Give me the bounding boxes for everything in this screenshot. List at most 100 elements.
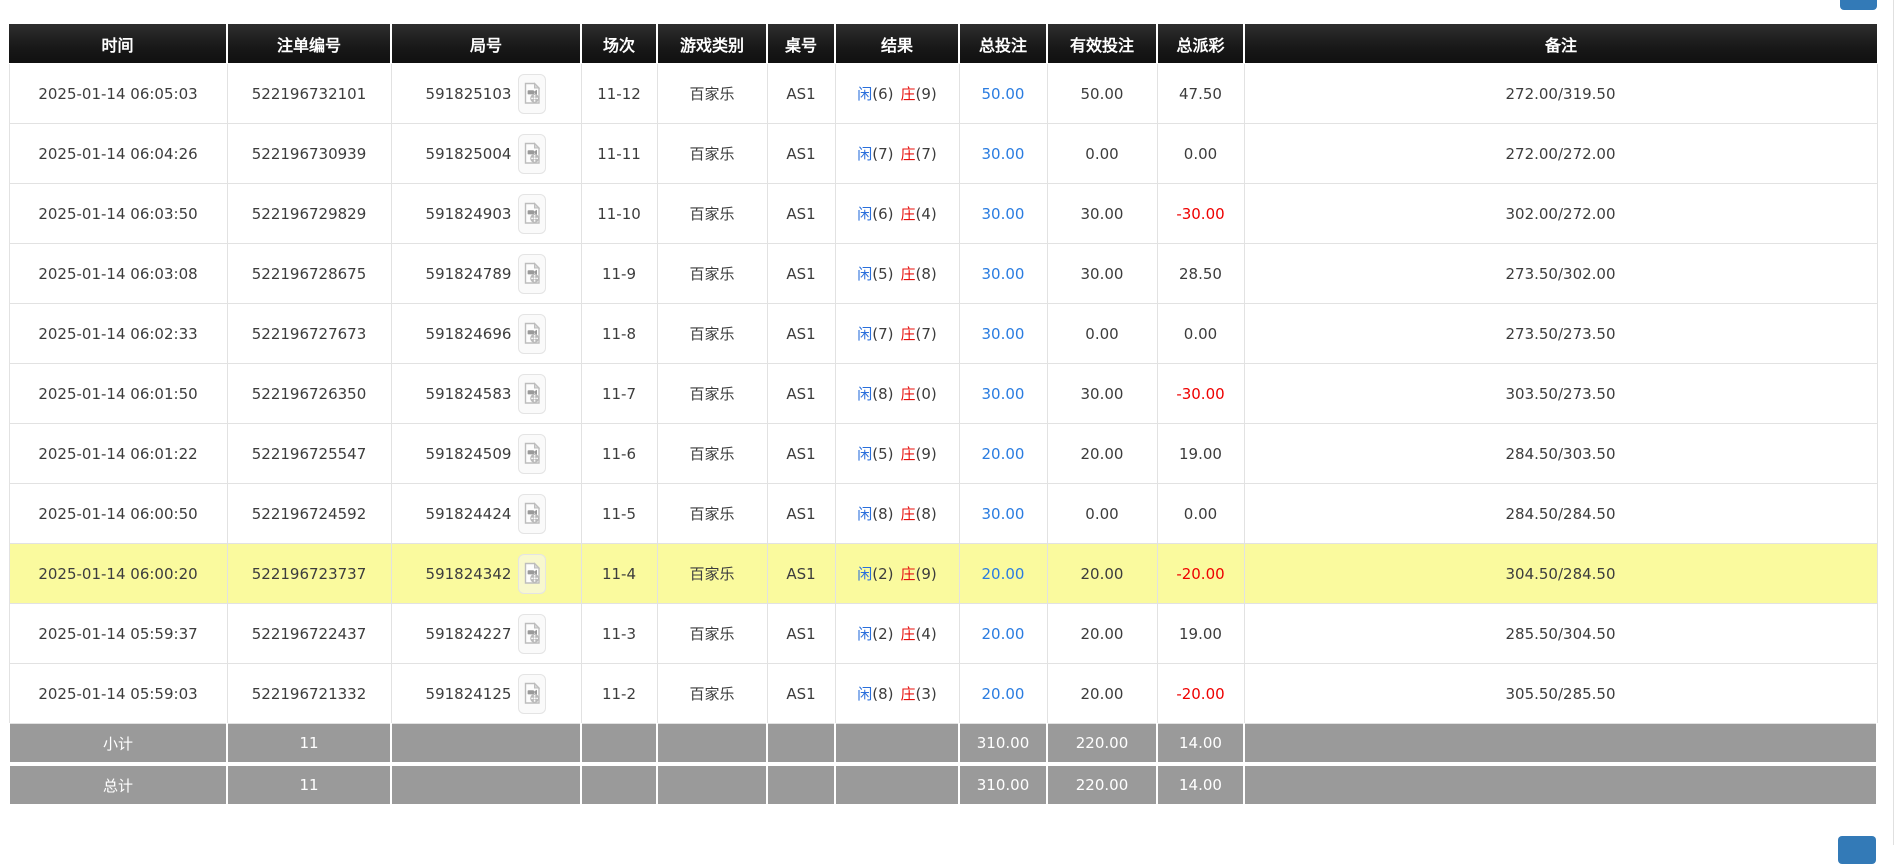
cell-round-no: 591824342 — [390, 543, 582, 604]
cell-result: 闲(6) 庄(4) — [834, 183, 960, 244]
cell-table-no: AS1 — [766, 123, 836, 184]
round-number: 591824227 — [425, 624, 512, 643]
cell-bet-no: 522196732101 — [226, 63, 392, 124]
cell-valid-bet: 0.00 — [1046, 123, 1158, 184]
cell-result: 闲(6) 庄(9) — [834, 63, 960, 124]
column-header-valid-bet: 有效投注 — [1047, 24, 1158, 64]
cell-payout: 19.00 — [1156, 603, 1245, 664]
video-replay-button[interactable] — [518, 613, 547, 654]
table-row: 2025-01-14 05:59:03 522196721332 5918241… — [8, 663, 1878, 724]
cell-session: 11-4 — [580, 543, 658, 604]
round-number: 591825103 — [425, 84, 512, 103]
summary-count: 11 — [226, 723, 392, 764]
video-file-icon — [524, 202, 541, 224]
round-number: 591824509 — [425, 444, 512, 463]
column-header-bet-no: 注单编号 — [227, 24, 392, 64]
video-replay-button[interactable] — [518, 493, 547, 534]
video-file-icon — [524, 382, 541, 404]
cell-time: 2025-01-14 06:00:20 — [8, 543, 228, 604]
video-file-icon — [524, 322, 541, 344]
summary-empty-session — [580, 723, 658, 764]
cell-game-type: 百家乐 — [656, 543, 768, 604]
summary-empty-table — [766, 762, 836, 804]
cell-session: 11-11 — [580, 123, 658, 184]
column-header-result: 结果 — [835, 24, 960, 64]
cell-round-no: 591824789 — [390, 243, 582, 304]
bottom-right-partial-button[interactable] — [1838, 836, 1876, 864]
video-replay-button[interactable] — [518, 193, 547, 234]
summary-empty-game — [656, 762, 768, 804]
top-right-partial-button[interactable] — [1840, 0, 1877, 10]
round-number: 591824424 — [425, 504, 512, 523]
banker-label: 庄 — [900, 85, 916, 103]
cell-result: 闲(7) 庄(7) — [834, 123, 960, 184]
cell-time: 2025-01-14 06:00:50 — [8, 483, 228, 544]
cell-payout: 28.50 — [1156, 243, 1245, 304]
cell-bet-no: 522196728675 — [226, 243, 392, 304]
table-row: 2025-01-14 06:05:03 522196732101 5918251… — [8, 63, 1878, 124]
cell-payout: 0.00 — [1156, 123, 1245, 184]
video-file-icon — [524, 622, 541, 644]
cell-result: 闲(5) 庄(8) — [834, 243, 960, 304]
cell-total-bet: 30.00 — [958, 363, 1048, 424]
summary-label: 小计 — [8, 723, 228, 764]
column-header-total-bet: 总投注 — [959, 24, 1048, 64]
player-label: 闲 — [857, 145, 873, 163]
video-replay-button[interactable] — [518, 73, 547, 114]
cell-session: 11-2 — [580, 663, 658, 724]
cell-remark: 273.50/273.50 — [1243, 303, 1878, 364]
player-label: 闲 — [857, 385, 873, 403]
cell-session: 11-8 — [580, 303, 658, 364]
video-replay-button[interactable] — [518, 313, 547, 354]
video-replay-button[interactable] — [518, 553, 547, 594]
cell-total-bet: 30.00 — [958, 483, 1048, 544]
column-header-table-no: 桌号 — [767, 24, 836, 64]
cell-remark: 304.50/284.50 — [1243, 543, 1878, 604]
video-file-icon — [524, 442, 541, 464]
cell-valid-bet: 50.00 — [1046, 63, 1158, 124]
player-label: 闲 — [857, 505, 873, 523]
cell-time: 2025-01-14 06:01:22 — [8, 423, 228, 484]
player-label: 闲 — [857, 85, 873, 103]
cell-round-no: 591824903 — [390, 183, 582, 244]
cell-total-bet: 30.00 — [958, 243, 1048, 304]
cell-bet-no: 522196726350 — [226, 363, 392, 424]
column-header-game-type: 游戏类别 — [657, 24, 768, 64]
cell-game-type: 百家乐 — [656, 123, 768, 184]
banker-score: (0) — [915, 385, 937, 403]
bet-records-table: 时间 注单编号 局号 场次 游戏类别 桌号 结果 总投注 有效投注 总派彩 备注… — [8, 24, 1878, 804]
summary-empty-session — [580, 762, 658, 804]
cell-session: 11-5 — [580, 483, 658, 544]
table-row: 2025-01-14 06:03:50 522196729829 5918249… — [8, 183, 1878, 244]
cell-table-no: AS1 — [766, 363, 836, 424]
cell-bet-no: 522196725547 — [226, 423, 392, 484]
summary-remark — [1243, 723, 1878, 764]
round-number: 591824789 — [425, 264, 512, 283]
summary-empty-game — [656, 723, 768, 764]
cell-result: 闲(8) 庄(3) — [834, 663, 960, 724]
banker-label: 庄 — [900, 505, 916, 523]
summary-total-bet: 310.00 — [958, 762, 1048, 804]
summary-valid-bet: 220.00 — [1046, 762, 1158, 804]
video-replay-button[interactable] — [518, 133, 547, 174]
table-row: 2025-01-14 06:03:08 522196728675 5918247… — [8, 243, 1878, 304]
cell-bet-no: 522196730939 — [226, 123, 392, 184]
cell-remark: 284.50/303.50 — [1243, 423, 1878, 484]
table-header: 时间 注单编号 局号 场次 游戏类别 桌号 结果 总投注 有效投注 总派彩 备注 — [9, 24, 1877, 64]
table-row: 2025-01-14 06:02:33 522196727673 5918246… — [8, 303, 1878, 364]
cell-valid-bet: 30.00 — [1046, 363, 1158, 424]
video-file-icon — [524, 682, 541, 704]
player-label: 闲 — [857, 265, 873, 283]
cell-valid-bet: 0.00 — [1046, 303, 1158, 364]
video-replay-button[interactable] — [518, 373, 547, 414]
video-replay-button[interactable] — [518, 253, 547, 294]
banker-score: (7) — [915, 145, 937, 163]
summary-count: 11 — [226, 762, 392, 804]
video-replay-button[interactable] — [518, 433, 547, 474]
banker-label: 庄 — [900, 685, 916, 703]
summary-empty-table — [766, 723, 836, 764]
banker-label: 庄 — [900, 625, 916, 643]
video-replay-button[interactable] — [518, 673, 547, 714]
table-row: 2025-01-14 06:04:26 522196730939 5918250… — [8, 123, 1878, 184]
table-row: 2025-01-14 06:00:50 522196724592 5918244… — [8, 483, 1878, 544]
